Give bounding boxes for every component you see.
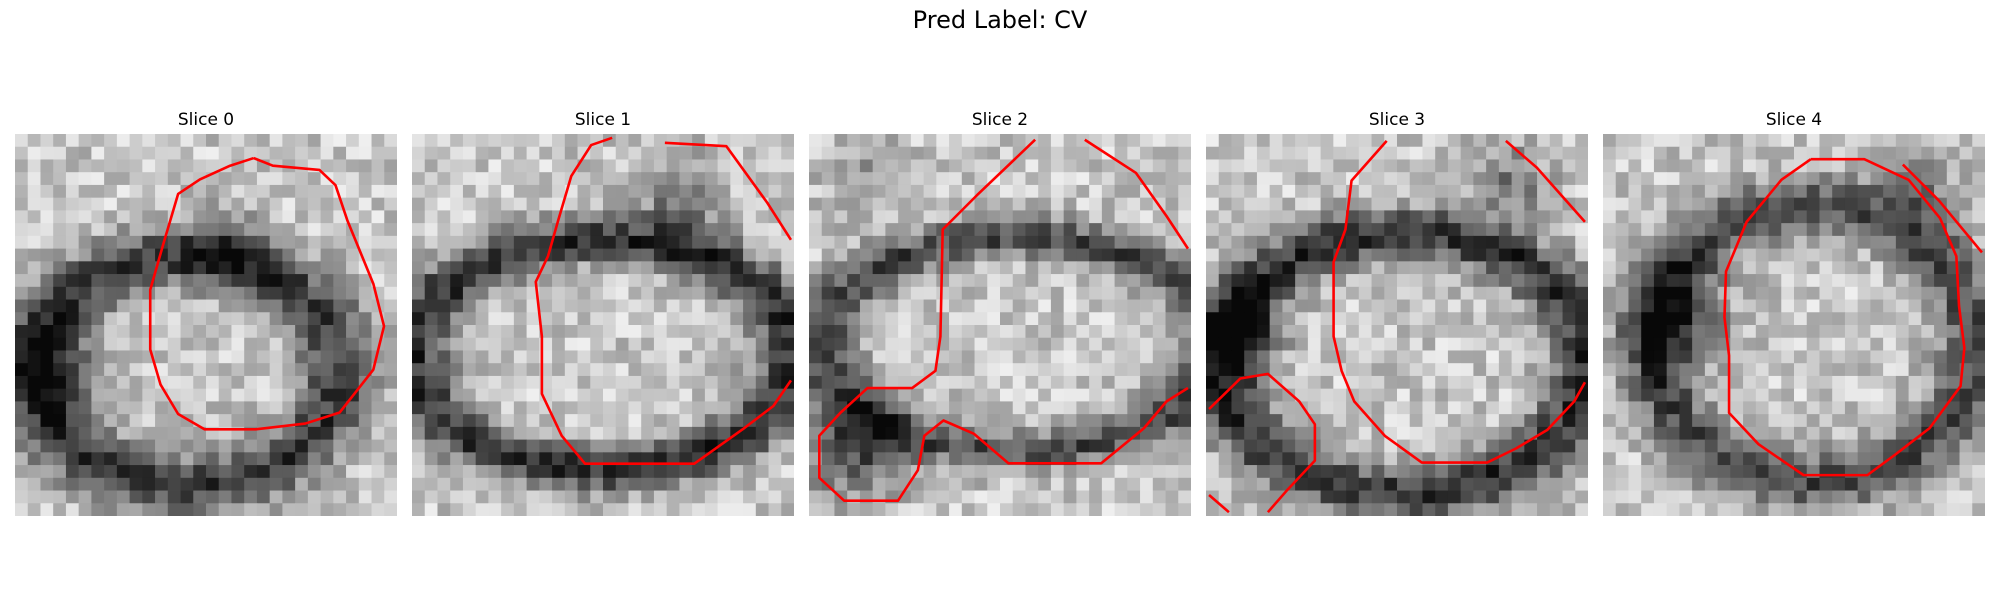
slice-title-3: Slice 3 <box>1368 110 1426 130</box>
slice-image-0 <box>15 134 397 516</box>
slice-title-4: Slice 4 <box>1765 110 1823 130</box>
slice-image-2 <box>809 134 1191 516</box>
slice-panel-4: Slice 4 <box>1603 108 1985 516</box>
contour-3-3 <box>1209 495 1229 512</box>
contour-2-0 <box>819 140 1188 501</box>
contour-1-1 <box>536 138 791 464</box>
contour-0-0 <box>150 158 384 429</box>
pixel-grid-1 <box>412 134 794 516</box>
slice-title-2: Slice 2 <box>971 110 1029 130</box>
contour-2-1 <box>1085 140 1188 249</box>
slice-image-3 <box>1206 134 1588 516</box>
slice-image-4 <box>1603 134 1985 516</box>
pixel-grid-0 <box>15 134 397 516</box>
slice-panel-2: Slice 2 <box>809 108 1191 516</box>
contour-3-0 <box>1334 141 1585 463</box>
pixel-grid-4 <box>1603 134 1985 516</box>
slice-title-0: Slice 0 <box>177 110 235 130</box>
slice-panel-0: Slice 0 <box>15 108 397 516</box>
pixel-grid-3 <box>1206 134 1588 516</box>
slice-image-1 <box>412 134 794 516</box>
figure-title: Pred Label: CV <box>912 6 1088 34</box>
contour-4-0 <box>1724 159 1964 475</box>
contour-4-1 <box>1903 165 1982 253</box>
contour-3-1 <box>1506 141 1585 222</box>
slice-panel-1: Slice 1 <box>412 108 794 516</box>
contour-1-0 <box>665 143 791 240</box>
slice-title-1: Slice 1 <box>574 110 632 130</box>
contour-3-2 <box>1209 374 1315 512</box>
slice-panel-3: Slice 3 <box>1206 108 1588 516</box>
pixel-grid-2 <box>809 134 1191 516</box>
